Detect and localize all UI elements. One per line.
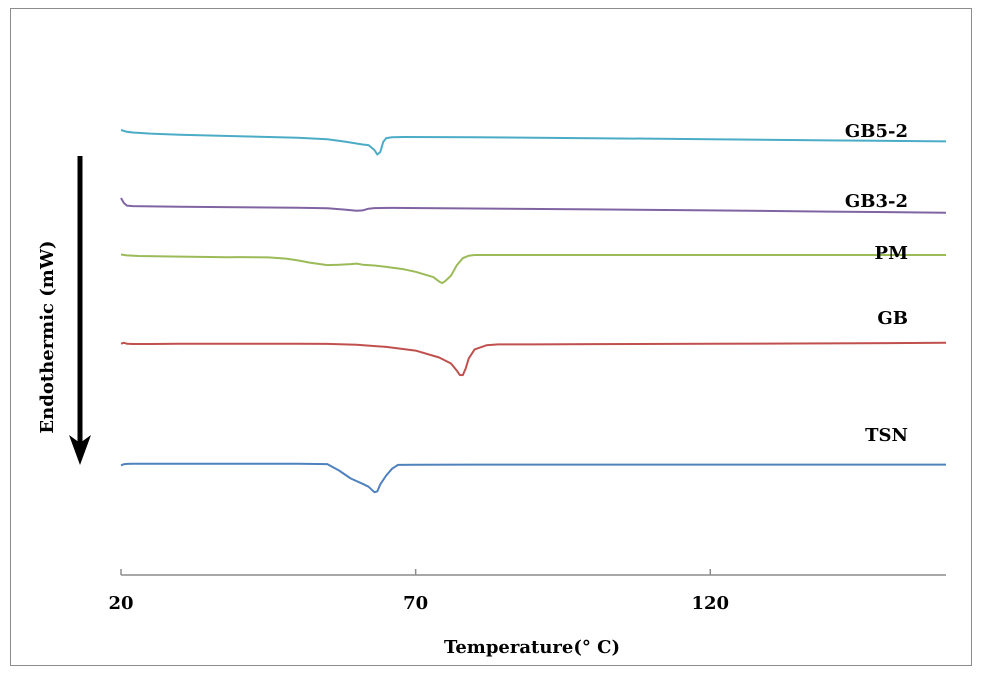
series-label-tsn: TSN [865, 425, 908, 446]
series-label-gb: GB [877, 308, 908, 329]
dsc-chart: GB5-2 GB3-2 PM GB TSN 20 70 120 Temperature(° … [37, 121, 947, 658]
x-axis-title: Temperature(° C) [444, 637, 620, 658]
series-line-gb3-2 [120, 197, 947, 214]
series-line-tsn [120, 462, 946, 494]
x-tick-label: 120 [691, 593, 729, 614]
series-labels: GB5-2 GB3-2 PM GB TSN [845, 121, 908, 446]
chart-frame: GB5-2 GB3-2 PM GB TSN 20 70 120 Temperature(° … [10, 8, 972, 666]
endothermic-arrow [69, 156, 91, 465]
series-label-pm: PM [875, 243, 909, 264]
x-axis [120, 569, 946, 576]
arrow-head [69, 435, 91, 465]
series-line-pm [120, 253, 946, 285]
plot-area [120, 129, 947, 494]
series-line-gb5-2 [120, 129, 947, 156]
series-label-gb3-2: GB3-2 [845, 191, 908, 212]
x-tick-label: 70 [403, 593, 428, 614]
series-label-gb5-2: GB5-2 [845, 121, 908, 142]
x-tick-labels: 20 70 120 [108, 593, 729, 614]
x-tick-label: 20 [108, 593, 133, 614]
series-line-gb [120, 341, 947, 377]
y-axis-title: Endothermic (mW) [37, 240, 58, 433]
